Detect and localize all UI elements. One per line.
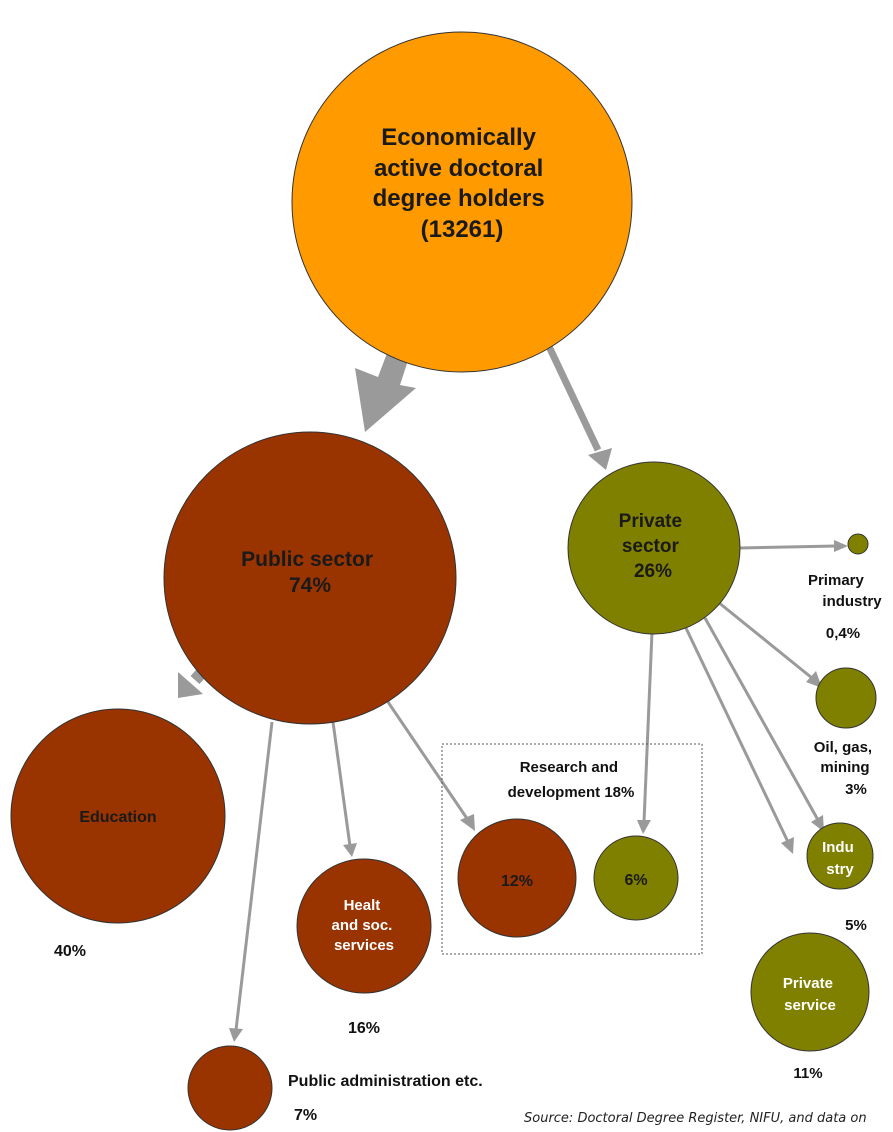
research-private-pct: 6% xyxy=(624,872,647,889)
public-sector-label: Public sector 74% xyxy=(241,548,379,597)
education-node xyxy=(10,708,226,924)
arrowhead-oil xyxy=(806,671,822,688)
industry-label: Indu stry xyxy=(822,839,858,878)
public-sector-node xyxy=(163,431,457,725)
arrow-root-to-private xyxy=(541,336,602,452)
primary-industry-node xyxy=(847,533,869,555)
public-admin-node xyxy=(187,1045,273,1131)
oil-gas-node xyxy=(815,667,877,729)
arrowhead-admin xyxy=(229,1028,243,1042)
industry-node xyxy=(806,822,874,890)
arrow-private-to-primary xyxy=(739,544,837,550)
education-pct: 40% xyxy=(54,943,86,960)
arrowhead-research-private xyxy=(637,820,651,834)
arrowhead-service xyxy=(781,837,794,854)
public-admin-label: Public administration etc. xyxy=(288,1073,483,1090)
arrowhead-health xyxy=(343,843,357,857)
private-sector-node xyxy=(567,461,741,635)
private-service-label: Private service xyxy=(783,975,837,1014)
public-admin-pct: 7% xyxy=(294,1107,317,1124)
private-service-node xyxy=(750,932,870,1052)
oil-gas-pct: 3% xyxy=(845,781,867,798)
private-sector-label: Private sector 26% xyxy=(619,511,688,582)
research-public-pct: 12% xyxy=(501,873,533,890)
root-node xyxy=(291,31,633,373)
arrow-public-to-research xyxy=(386,701,470,821)
nodes xyxy=(10,31,877,1131)
arrow-root-to-public xyxy=(355,340,416,432)
arrow-private-to-research xyxy=(642,631,654,823)
arrowhead-education xyxy=(178,672,203,698)
arrow-private-to-oil xyxy=(717,600,813,680)
root-label: Economically active doctoral degree hold… xyxy=(373,124,552,243)
research-public-node xyxy=(457,818,577,938)
arrow-private-to-industry xyxy=(703,617,820,821)
oil-gas-label: Oil, gas, mining xyxy=(814,739,877,776)
arrow-public-to-health xyxy=(331,721,352,847)
source-note: Source: Doctoral Degree Register, NIFU, … xyxy=(524,1111,867,1126)
health-label: Healt and soc. services xyxy=(331,897,396,954)
research-label: Research and development 18% xyxy=(508,759,635,801)
health-node xyxy=(296,858,432,994)
arrow-private-to-service xyxy=(683,625,790,843)
primary-industry-label: Primary industry xyxy=(808,572,882,610)
arrowhead-industry xyxy=(811,815,824,832)
private-service-pct: 11% xyxy=(793,1065,822,1082)
research-private-node xyxy=(593,835,679,921)
arrowhead-research-public xyxy=(460,814,475,831)
primary-industry-pct: 0,4% xyxy=(826,625,860,642)
industry-pct: 5% xyxy=(845,917,867,934)
education-label: Education xyxy=(79,809,156,826)
research-box xyxy=(441,743,703,955)
arrowhead-private xyxy=(588,448,612,470)
health-pct: 16% xyxy=(348,1020,380,1037)
arrows xyxy=(178,336,848,1042)
arrowhead-primary xyxy=(834,540,848,552)
arrow-public-to-admin xyxy=(234,721,274,1031)
